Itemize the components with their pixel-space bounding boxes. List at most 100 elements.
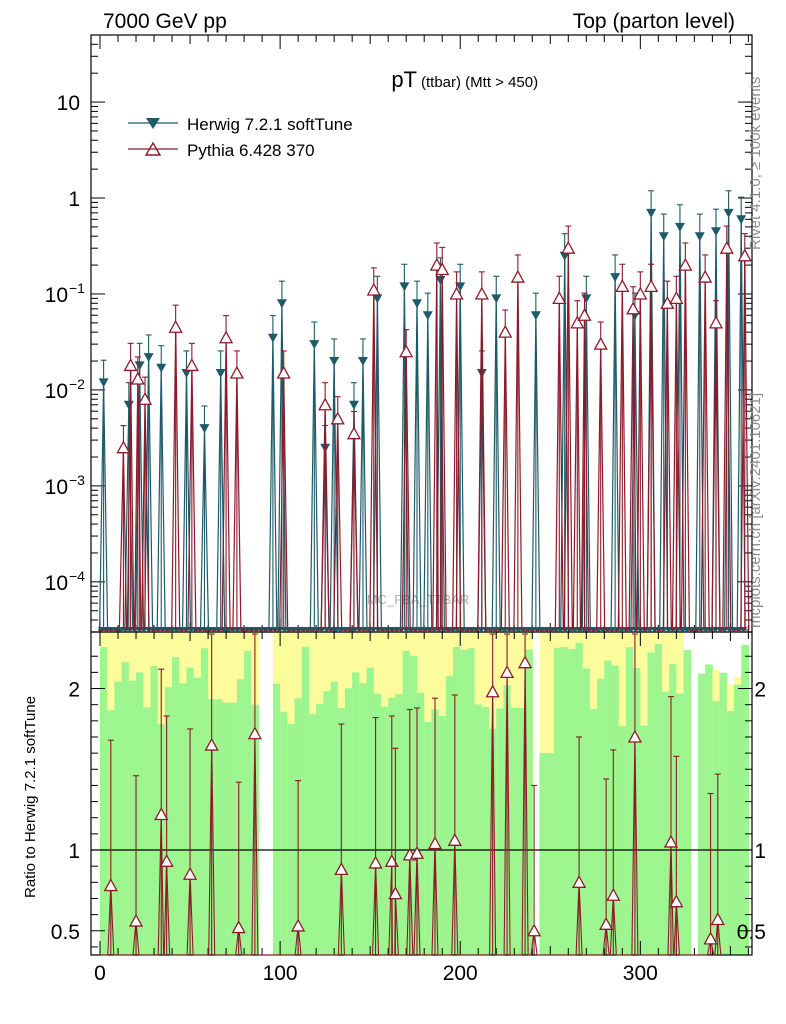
- band-inner: [741, 644, 749, 955]
- data-point: [168, 319, 183, 333]
- band-inner: [445, 676, 454, 955]
- y-tick-label-main: 10: [45, 380, 68, 403]
- header-right: Top (parton level): [573, 10, 735, 33]
- data-point: [694, 232, 705, 242]
- y-tick-label-exponent: −2: [69, 376, 85, 392]
- data-point: [646, 208, 657, 218]
- data-point: [449, 286, 464, 300]
- y-tick-label-main: 10: [45, 572, 68, 595]
- data-point: [678, 257, 693, 271]
- band-inner: [604, 660, 613, 955]
- data-point: [357, 357, 368, 367]
- band-inner: [661, 691, 670, 955]
- band-inner: [539, 753, 548, 955]
- header-left: 7000 GeV pp: [103, 10, 227, 33]
- data-point: [626, 301, 641, 315]
- band-inner: [172, 657, 180, 955]
- data-point: [346, 426, 362, 440]
- y-tick-label-exponent: −1: [69, 280, 85, 296]
- data-point: [309, 340, 320, 350]
- ratio-points: [100, 633, 725, 956]
- band-inner: [409, 656, 418, 955]
- data-point: [710, 227, 721, 237]
- band-inner: [625, 647, 634, 955]
- watermark-label: MC_FBA_TTBAR: [367, 592, 470, 607]
- ratio-point: [154, 807, 169, 821]
- data-point: [708, 315, 724, 329]
- y-tick-label-ratio-right: 2: [754, 679, 766, 702]
- data-point: [181, 369, 192, 379]
- data-layer: [97, 190, 752, 956]
- ratio-uncertainty-bands: [100, 632, 749, 955]
- data-point: [737, 248, 752, 262]
- data-point: [422, 311, 433, 321]
- data-point: [276, 299, 287, 309]
- data-point: [736, 215, 747, 225]
- data-point: [366, 282, 381, 296]
- band-inner: [200, 648, 209, 955]
- ratio-point: [409, 845, 425, 859]
- band-inner: [705, 664, 713, 955]
- legend-pythia-marker: [128, 141, 178, 156]
- band-inner: [697, 673, 706, 955]
- data-point: [610, 273, 621, 283]
- band-inner: [611, 665, 620, 955]
- band-inner: [359, 683, 368, 955]
- data-point: [491, 294, 502, 304]
- band-inner: [453, 647, 461, 955]
- ratio-point: [231, 920, 246, 934]
- band-inner: [726, 711, 735, 955]
- band-inner: [712, 701, 721, 955]
- band-inner: [222, 702, 231, 955]
- band-inner: [683, 650, 692, 955]
- band-inner: [589, 709, 598, 955]
- data-point: [134, 361, 145, 371]
- legend-pythia-label: Pythia 6.428 370: [187, 141, 315, 160]
- data-point: [510, 269, 525, 283]
- ratio-ylabel: Ratio to Herwig 7.2.1 softTune: [22, 696, 39, 898]
- ratio-point: [291, 918, 306, 932]
- band-inner: [236, 679, 245, 955]
- band-inner: [100, 647, 108, 955]
- band-inner: [416, 692, 425, 955]
- ratio-point: [159, 853, 174, 867]
- data-point: [644, 279, 659, 293]
- data-point: [123, 400, 134, 410]
- ratio-point: [247, 726, 262, 740]
- y-tick-label-main: 10: [45, 284, 68, 307]
- band-inner: [424, 721, 433, 955]
- data-point: [156, 363, 167, 373]
- y-tick-label-ratio: 1: [68, 840, 80, 863]
- ratio-point: [526, 923, 542, 937]
- band-inner: [460, 649, 469, 955]
- ratio-point: [599, 916, 614, 930]
- ratio-point: [710, 912, 725, 926]
- data-point: [184, 358, 199, 372]
- band-inner: [179, 683, 188, 955]
- band-inner: [352, 672, 360, 955]
- ratio-point: [182, 866, 198, 880]
- data-point: [474, 286, 489, 300]
- band-inner: [280, 711, 288, 955]
- band-inner: [553, 647, 562, 955]
- data-point: [318, 397, 333, 411]
- band-inner: [647, 652, 656, 955]
- data-point: [615, 279, 630, 293]
- band-inner: [517, 708, 526, 955]
- band-inner: [272, 683, 281, 955]
- data-point: [229, 365, 244, 379]
- y-tick-label-ratio: 0.5: [51, 921, 80, 944]
- y-tick-label-ratio-right: 0.5: [737, 921, 766, 944]
- data-point: [411, 299, 422, 309]
- x-tick-label: 0: [94, 962, 106, 985]
- series-pythia: [98, 225, 752, 631]
- band-inner: [676, 693, 685, 955]
- ratio-point: [663, 834, 679, 848]
- data-point: [593, 336, 608, 350]
- ratio-point: [572, 874, 587, 888]
- band-inner: [438, 716, 447, 955]
- band-inner: [366, 667, 375, 955]
- rivet-label: Rivet 4.1.0, ≥ 100k events: [747, 77, 764, 250]
- band-inner: [121, 662, 130, 955]
